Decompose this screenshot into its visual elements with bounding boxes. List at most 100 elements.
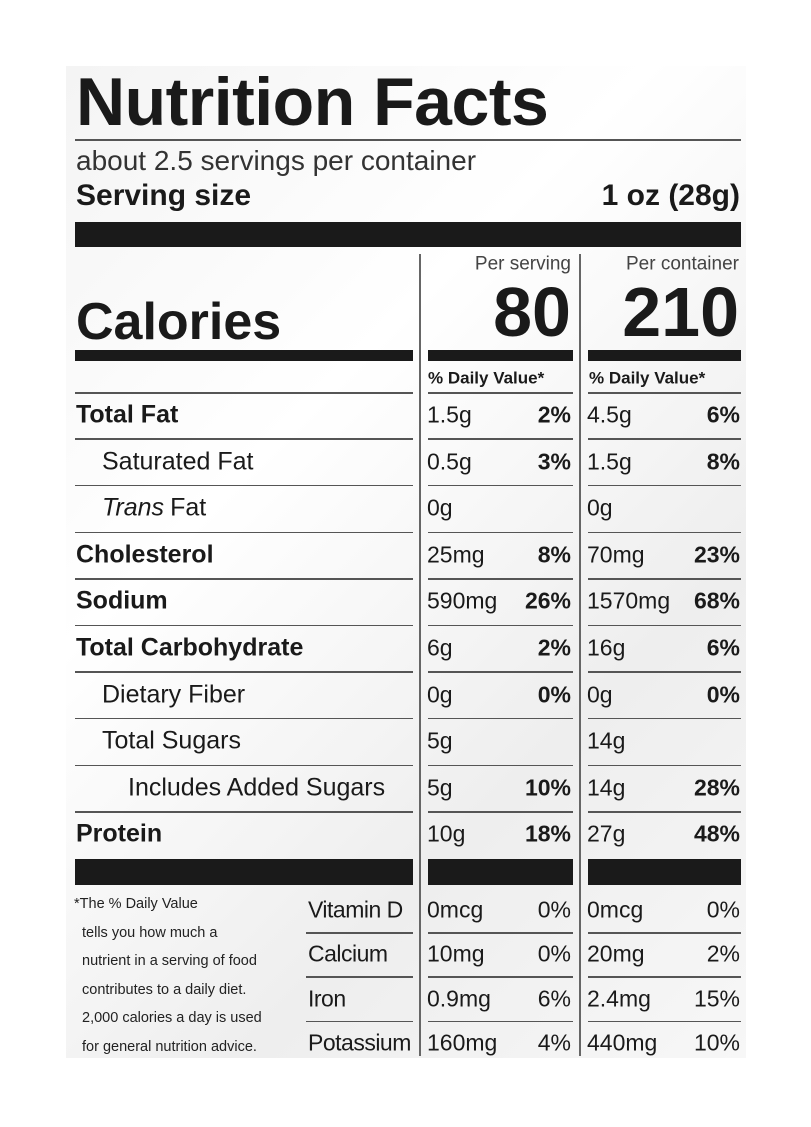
divider (588, 671, 741, 673)
footnote-line: 2,000 calories a day is used (82, 1009, 262, 1026)
divider (588, 811, 741, 813)
thick-bar (75, 222, 741, 247)
nutrient-name: Saturated Fat (102, 447, 254, 476)
container-daily-value: 6% (706, 401, 740, 428)
nutrient-name-italic: Trans (102, 493, 165, 522)
divider (428, 1020, 573, 1023)
container-amount: 0g (587, 494, 613, 521)
divider (75, 139, 741, 141)
footnote-line: contributes to a daily diet. (82, 981, 247, 998)
medium-bar (588, 350, 741, 361)
serving-amount: 0g (427, 681, 453, 708)
vitamin-name: Potassium (308, 1029, 411, 1056)
container-amount: 14g (587, 774, 626, 801)
serving-daily-value: 4% (537, 1029, 571, 1056)
per-container-label: Per container (625, 253, 739, 275)
divider (428, 392, 573, 394)
container-amount: 14g (587, 727, 626, 754)
serving-amount: 160mg (427, 1029, 498, 1056)
serving-amount: 0g (427, 494, 453, 521)
nutrient-name: Total Sugars (102, 726, 241, 755)
divider (306, 1020, 413, 1023)
vitamin-name: Iron (308, 985, 346, 1012)
container-daily-value: 23% (693, 541, 740, 568)
divider (75, 484, 413, 487)
divider (428, 624, 573, 627)
serving-amount: 0mcg (427, 896, 484, 923)
divider (428, 438, 573, 440)
serving-amount: 590mg (427, 587, 498, 614)
serving-amount: 5g (427, 774, 453, 801)
serving-amount: 6g (427, 634, 453, 661)
medium-bar (428, 350, 573, 361)
divider (428, 578, 573, 580)
nutrient-name: Sodium (76, 586, 168, 615)
divider (428, 932, 573, 934)
divider (588, 578, 741, 580)
divider (428, 811, 573, 813)
divider (588, 624, 741, 627)
divider (75, 671, 413, 673)
divider (588, 392, 741, 394)
divider (588, 531, 741, 533)
serving-daily-value: 10% (524, 774, 571, 801)
divider (75, 438, 413, 440)
container-amount: 16g (587, 634, 626, 661)
container-daily-value: 0% (706, 896, 740, 923)
thick-bar (75, 859, 413, 885)
divider (588, 438, 741, 440)
divider (75, 764, 413, 766)
column-separator (419, 254, 421, 1056)
container-amount: 20mg (587, 940, 645, 967)
serving-daily-value: 0% (537, 940, 571, 967)
container-daily-value: 15% (693, 985, 740, 1012)
divider (588, 764, 741, 766)
container-daily-value: 10% (693, 1029, 740, 1056)
calories-label: Calories (76, 293, 282, 351)
divider (428, 976, 573, 978)
footnote-line: tells you how much a (82, 924, 218, 941)
container-amount: 1570mg (587, 587, 671, 614)
nutrient-name: Total Fat (76, 400, 179, 429)
serving-amount: 0.5g (427, 448, 472, 475)
calories-per-serving: 80 (493, 273, 571, 351)
container-amount: 4.5g (587, 401, 632, 428)
thick-bar (428, 859, 573, 885)
serving-size-value: 1 oz (28g) (601, 179, 740, 212)
divider (75, 717, 413, 720)
container-amount: 27g (587, 820, 626, 847)
vitamin-name: Vitamin D (308, 896, 403, 923)
nutrient-name: Protein (76, 819, 163, 848)
container-daily-value: 2% (706, 940, 740, 967)
calories-per-container: 210 (622, 273, 739, 351)
serving-size-label: Serving size (76, 179, 252, 212)
servings-per-container: about 2.5 servings per container (76, 145, 477, 176)
container-amount: 440mg (587, 1029, 658, 1056)
container-amount: 0mcg (587, 896, 644, 923)
container-daily-value: 6% (706, 634, 740, 661)
divider (75, 531, 413, 533)
nutrient-name: Dietary Fiber (102, 680, 246, 709)
container-daily-value: 48% (693, 820, 740, 847)
nutrient-name: Fat (170, 493, 207, 522)
container-daily-value: 0% (706, 681, 740, 708)
daily-value-header: % Daily Value* (589, 368, 706, 388)
serving-amount: 10mg (427, 940, 485, 967)
serving-amount: 25mg (427, 541, 485, 568)
vitamin-name: Calcium (308, 940, 388, 967)
divider (428, 671, 573, 673)
serving-daily-value: 0% (537, 896, 571, 923)
serving-daily-value: 2% (537, 634, 571, 661)
container-amount: 1.5g (587, 448, 632, 475)
serving-amount: 0.9mg (427, 985, 491, 1012)
column-separator (579, 254, 581, 1056)
thick-bar (588, 859, 741, 885)
divider (588, 976, 741, 978)
daily-value-header: % Daily Value* (428, 368, 545, 388)
footnote-line: *The % Daily Value (74, 895, 198, 912)
divider (75, 392, 413, 394)
serving-amount: 1.5g (427, 401, 472, 428)
divider (306, 976, 413, 978)
divider (75, 578, 413, 580)
